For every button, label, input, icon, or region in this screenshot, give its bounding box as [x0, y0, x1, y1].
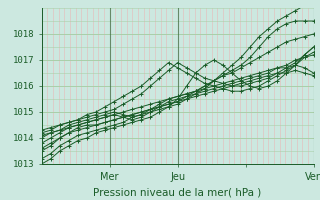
X-axis label: Pression niveau de la mer( hPa ): Pression niveau de la mer( hPa ) — [93, 187, 262, 197]
